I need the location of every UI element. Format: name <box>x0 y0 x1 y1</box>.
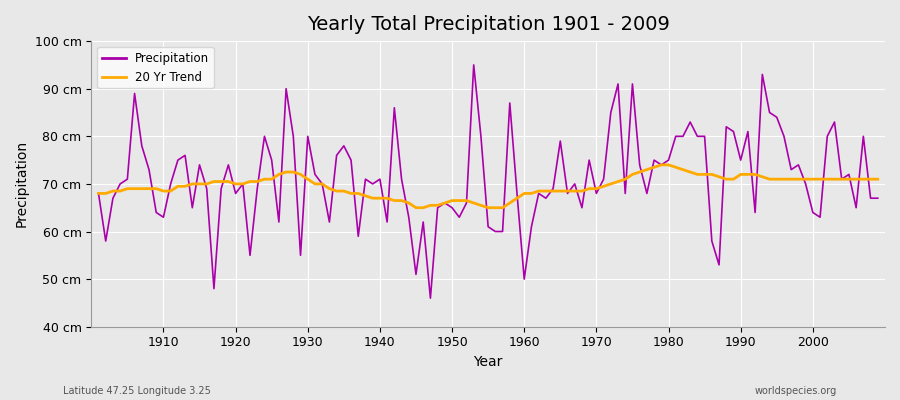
Legend: Precipitation, 20 Yr Trend: Precipitation, 20 Yr Trend <box>97 47 214 88</box>
Title: Yearly Total Precipitation 1901 - 2009: Yearly Total Precipitation 1901 - 2009 <box>307 15 670 34</box>
Y-axis label: Precipitation: Precipitation <box>15 140 29 228</box>
Text: worldspecies.org: worldspecies.org <box>755 386 837 396</box>
X-axis label: Year: Year <box>473 355 503 369</box>
Text: Latitude 47.25 Longitude 3.25: Latitude 47.25 Longitude 3.25 <box>63 386 211 396</box>
